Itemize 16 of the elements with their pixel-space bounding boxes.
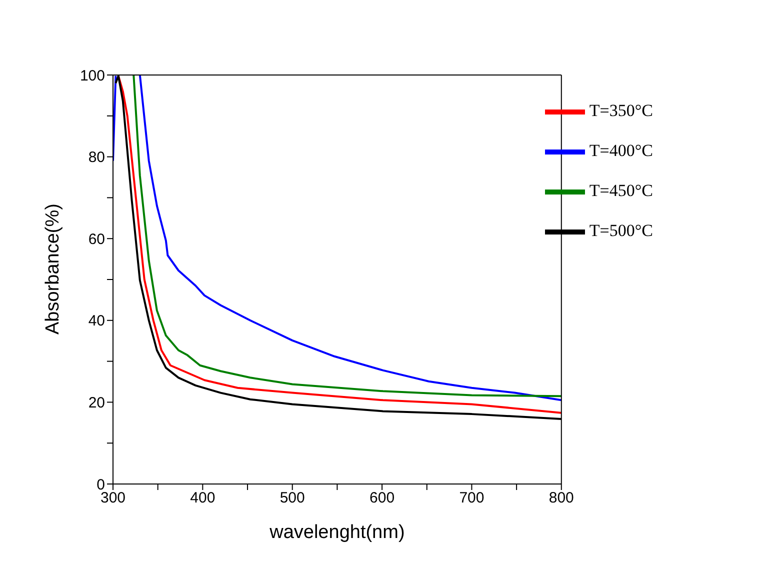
x-tick-label: 700 — [459, 490, 484, 507]
legend-label: T=350°C — [589, 100, 653, 120]
y-tick-label: 40 — [88, 312, 105, 330]
legend-label: T=500°C — [589, 220, 653, 240]
x-tick-label: 600 — [370, 490, 395, 507]
legend-label: T=400°C — [589, 140, 653, 160]
y-tick-label: 60 — [88, 230, 105, 248]
x-tick-label: 500 — [280, 490, 305, 507]
y-tick-label: 20 — [88, 394, 105, 412]
y-tick-label: 100 — [80, 67, 105, 84]
x-tick-label: 400 — [190, 490, 216, 507]
x-tick-label: 800 — [548, 490, 574, 507]
x-axis-title: wavelenght(nm) — [268, 522, 405, 543]
y-axis-title: Absorbance(%) — [42, 204, 64, 334]
legend-label: T=450°C — [589, 180, 653, 200]
y-tick-label: 80 — [88, 149, 105, 166]
